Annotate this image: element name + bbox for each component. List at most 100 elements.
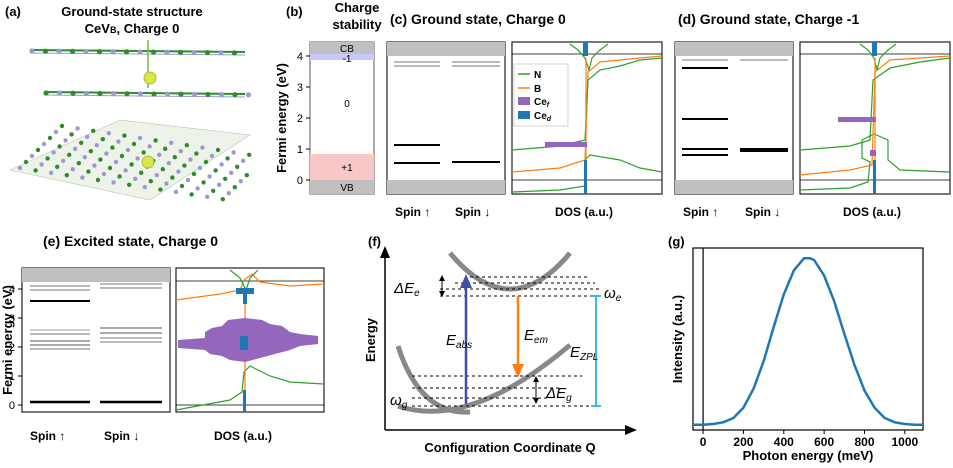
slab-atom — [119, 153, 125, 159]
panel-d-ce-f-peak — [838, 117, 876, 122]
middle-sheet-atom — [245, 92, 252, 98]
slab-atom — [232, 185, 237, 190]
slab-atom — [76, 161, 82, 166]
xtick-label: 200 — [733, 435, 753, 449]
slab-atom — [176, 169, 181, 174]
slab-atom — [225, 156, 230, 161]
panel-d-dos-label: DOS (a.u.) — [843, 205, 901, 219]
slab-atom — [153, 138, 158, 143]
b-ytick-4: 4 — [297, 51, 303, 63]
slab-atom — [201, 180, 206, 185]
slab-atom — [209, 153, 215, 159]
slab-atom — [157, 152, 162, 157]
panel-f-ylabel: Energy — [363, 317, 378, 362]
slab-atom — [104, 151, 109, 156]
e-ytick-0: 0 — [9, 400, 15, 412]
slab-atom — [64, 173, 70, 178]
slab-atom — [111, 180, 116, 185]
slab-atom — [79, 140, 84, 145]
e-ytick-4: 4 — [9, 284, 15, 296]
panel-g: (g) 0 200 400 600 800 1000 Intensity (a.u.) P… — [668, 234, 924, 463]
panel-c-spin-up: Spin ↑ — [395, 205, 430, 219]
slab-atom — [235, 164, 240, 169]
middle-sheet-atom — [83, 90, 90, 96]
ce-atom-slab — [141, 155, 155, 169]
middle-sheet-atom — [218, 91, 225, 98]
state-plus1-label: +1 — [341, 163, 353, 174]
top-sheet-atom — [123, 49, 130, 55]
top-sheet-atom — [218, 50, 224, 56]
middle-sheet-atom — [56, 90, 63, 96]
e-ytick-3: 3 — [9, 313, 15, 325]
slab-atom — [73, 146, 78, 151]
slab-atom — [241, 158, 246, 163]
top-sheet-atom — [29, 48, 35, 54]
slab-atom — [116, 139, 121, 144]
panel-g-letter: (g) — [668, 234, 685, 249]
dos-legend: N B Cef Ced — [513, 63, 569, 127]
slab-atom — [57, 144, 62, 149]
e-ytick-2: 2 — [9, 342, 15, 354]
panel-e-dos-label: DOS (a.u.) — [214, 429, 272, 443]
slab-atom — [70, 167, 76, 172]
panel-e-spin-down: Spin ↓ — [104, 429, 139, 443]
slab-atom — [69, 132, 74, 137]
panel-c-spin-down: Spin ↓ — [455, 205, 490, 219]
slab-atom — [223, 176, 228, 181]
panel-a-letter: (a) — [5, 4, 21, 19]
top-sheet-atom — [83, 48, 89, 55]
slab-atom — [197, 165, 203, 171]
panel-b-letter: (b) — [286, 4, 303, 19]
slab-atom — [117, 174, 122, 179]
slab-atom — [107, 165, 113, 171]
middle-sheet-atom — [70, 90, 76, 96]
xtick-label: 400 — [774, 435, 794, 449]
slab-atom — [191, 171, 197, 177]
slab-atom — [142, 185, 147, 190]
middle-sheet-atom — [232, 92, 238, 98]
top-sheet-atom — [164, 49, 170, 55]
slab-atom — [75, 126, 80, 131]
slab-atom — [29, 153, 35, 159]
delta-e-g-label: ΔEg — [545, 385, 572, 404]
spectrum-ylabel: Intensity (a.u.) — [670, 295, 685, 383]
slab-atom — [17, 165, 23, 171]
middle-sheet-atom — [124, 91, 130, 97]
slab-atom — [23, 159, 29, 165]
slab-atom — [188, 157, 193, 162]
slab-atom — [219, 162, 224, 167]
slab-atom — [95, 177, 101, 183]
slab-atom — [137, 135, 143, 141]
middle-sheet-atom — [43, 90, 49, 96]
slab-atom — [184, 143, 189, 148]
slab-atom — [133, 176, 138, 181]
slab-atom — [110, 145, 115, 150]
slab-atom — [185, 177, 191, 183]
slab-atom — [122, 133, 127, 138]
e-ytick-1: 1 — [9, 371, 15, 383]
panel-e-ylabel: Fermi energy (eV) — [0, 285, 15, 395]
slab-atom — [129, 162, 134, 167]
slab-atom — [125, 147, 131, 153]
slab-atom — [94, 143, 100, 148]
state-minus1-label: -1 — [343, 54, 352, 65]
legend-n: N — [534, 70, 541, 81]
slab-atom — [35, 147, 41, 153]
slab-atom — [194, 151, 199, 156]
state-0-label: 0 — [344, 99, 350, 110]
slab-atom — [113, 159, 119, 165]
panel-d-spin-down: Spin ↓ — [745, 205, 780, 219]
middle-sheet-atom — [110, 91, 117, 97]
omega-e-label: ωe — [604, 285, 622, 304]
panel-b: (b) Charge stability CB -1 0 +1 VB 0 1 2… — [274, 0, 382, 195]
slab-atom — [39, 162, 44, 167]
b-ytick-3: 3 — [297, 82, 303, 94]
slab-atom — [189, 192, 194, 197]
legend-ce-f: Cef — [534, 97, 550, 109]
b-ytick-0: 0 — [297, 175, 303, 187]
slab-atom — [169, 140, 174, 145]
slab-atom — [160, 167, 165, 172]
panel-b-title-line2: stability — [332, 17, 382, 32]
slab-atom — [98, 157, 103, 162]
slab-atom — [215, 147, 221, 153]
